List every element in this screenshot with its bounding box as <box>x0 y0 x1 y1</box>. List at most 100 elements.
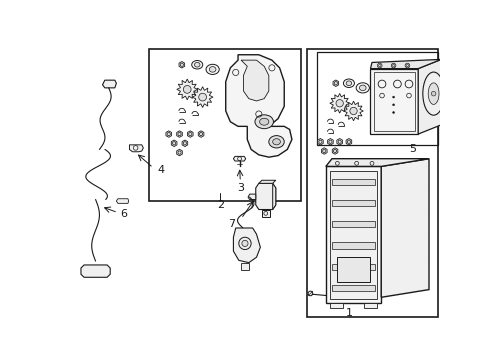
Bar <box>307 49 438 316</box>
Ellipse shape <box>269 136 284 148</box>
Text: 7: 7 <box>228 219 235 229</box>
Polygon shape <box>330 303 343 308</box>
Circle shape <box>242 240 248 247</box>
Polygon shape <box>81 265 110 277</box>
Circle shape <box>392 104 394 106</box>
Polygon shape <box>226 55 292 157</box>
Polygon shape <box>364 303 377 308</box>
Polygon shape <box>338 124 344 126</box>
Ellipse shape <box>343 79 354 87</box>
Circle shape <box>167 132 171 136</box>
Bar <box>332 200 375 206</box>
Circle shape <box>178 132 181 136</box>
Ellipse shape <box>206 64 219 75</box>
Circle shape <box>347 140 350 143</box>
Polygon shape <box>333 80 339 86</box>
Polygon shape <box>328 139 333 145</box>
Polygon shape <box>177 79 197 100</box>
Circle shape <box>333 149 337 153</box>
Bar <box>337 257 369 282</box>
Polygon shape <box>259 180 276 183</box>
Ellipse shape <box>255 115 273 129</box>
Polygon shape <box>256 183 276 210</box>
Polygon shape <box>233 228 260 263</box>
Bar <box>149 49 301 201</box>
Circle shape <box>350 107 357 114</box>
Ellipse shape <box>195 62 200 67</box>
Circle shape <box>183 86 191 93</box>
Polygon shape <box>326 166 381 303</box>
Circle shape <box>338 140 342 143</box>
Circle shape <box>199 132 203 136</box>
Circle shape <box>392 96 394 98</box>
Polygon shape <box>188 131 193 137</box>
Polygon shape <box>248 194 256 199</box>
Polygon shape <box>381 159 429 297</box>
Circle shape <box>431 91 436 96</box>
Text: 4: 4 <box>157 165 165 175</box>
Polygon shape <box>321 148 327 154</box>
Circle shape <box>336 100 343 107</box>
Polygon shape <box>343 101 364 121</box>
Text: 5: 5 <box>409 144 416 154</box>
Polygon shape <box>241 60 269 101</box>
Polygon shape <box>346 139 352 145</box>
Polygon shape <box>179 121 185 123</box>
Bar <box>332 285 375 291</box>
Polygon shape <box>318 139 323 145</box>
Ellipse shape <box>209 67 216 72</box>
Text: 6: 6 <box>121 209 127 219</box>
Bar <box>332 243 375 249</box>
Polygon shape <box>116 199 129 203</box>
Circle shape <box>180 63 183 66</box>
Bar <box>332 179 375 185</box>
Circle shape <box>319 140 322 143</box>
Ellipse shape <box>423 72 444 115</box>
Circle shape <box>199 93 206 101</box>
Circle shape <box>239 237 251 249</box>
Ellipse shape <box>428 83 439 104</box>
Circle shape <box>392 112 394 113</box>
Polygon shape <box>330 94 349 113</box>
Polygon shape <box>172 140 177 147</box>
Polygon shape <box>179 111 185 112</box>
Polygon shape <box>370 69 418 134</box>
Polygon shape <box>179 62 185 68</box>
Text: 1: 1 <box>345 308 352 318</box>
Polygon shape <box>418 59 441 134</box>
Polygon shape <box>129 145 143 152</box>
Polygon shape <box>177 131 182 137</box>
Polygon shape <box>166 131 172 137</box>
Polygon shape <box>332 148 338 154</box>
Ellipse shape <box>272 139 280 145</box>
Polygon shape <box>241 263 249 270</box>
Bar <box>373 72 415 131</box>
Circle shape <box>183 142 187 145</box>
Circle shape <box>322 149 326 153</box>
Polygon shape <box>102 80 116 88</box>
Polygon shape <box>177 149 182 156</box>
Text: 3: 3 <box>238 183 245 193</box>
Bar <box>330 171 377 299</box>
Polygon shape <box>198 131 204 137</box>
Circle shape <box>189 132 192 136</box>
Polygon shape <box>192 87 213 108</box>
Circle shape <box>334 82 338 85</box>
Polygon shape <box>262 210 270 217</box>
Polygon shape <box>182 140 188 147</box>
Polygon shape <box>192 113 198 115</box>
Ellipse shape <box>360 85 366 91</box>
Polygon shape <box>233 156 245 161</box>
Bar <box>332 221 375 228</box>
Bar <box>332 264 375 270</box>
Polygon shape <box>327 121 333 123</box>
Circle shape <box>172 142 176 145</box>
Polygon shape <box>327 131 333 132</box>
Polygon shape <box>326 159 429 166</box>
Ellipse shape <box>260 118 269 125</box>
Bar <box>317 53 438 145</box>
Polygon shape <box>370 59 441 69</box>
Circle shape <box>329 140 332 143</box>
Ellipse shape <box>346 81 352 86</box>
Ellipse shape <box>356 83 369 93</box>
